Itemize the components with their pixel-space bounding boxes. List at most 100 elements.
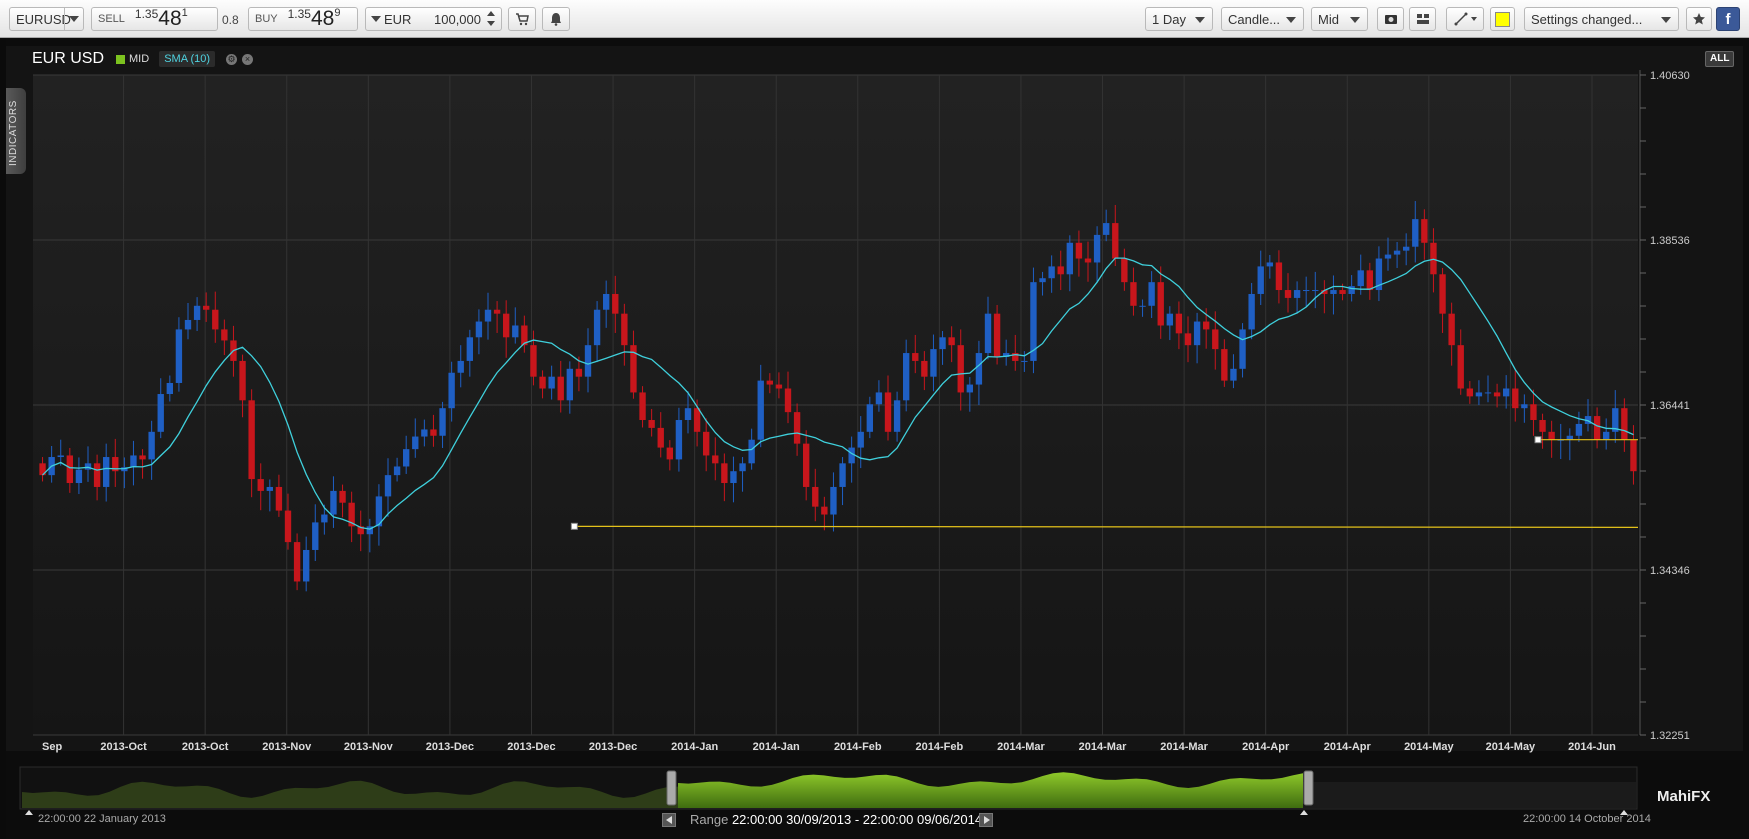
navigator-right-handle [1303, 770, 1314, 806]
candle-body [303, 549, 310, 582]
amount-stepper[interactable] [485, 10, 499, 28]
candle-body [948, 337, 955, 346]
candle-body [1184, 333, 1192, 346]
chevron-down-icon [1286, 17, 1296, 23]
candle-body [139, 455, 146, 460]
stepper-up-icon[interactable] [487, 11, 495, 16]
candle-body [830, 486, 837, 515]
color-picker-button[interactable] [1490, 7, 1515, 31]
price-type-select[interactable]: Mid [1311, 7, 1368, 31]
navigator-area-selected [678, 772, 1303, 808]
candle-body [503, 313, 510, 338]
close-icon[interactable]: × [242, 53, 254, 65]
range-next-button[interactable] [979, 813, 993, 827]
alert-button[interactable] [542, 7, 570, 31]
support-line-handle [570, 522, 578, 530]
candle-body [1566, 435, 1573, 440]
y-tick-label: 1.36441 [1650, 400, 1690, 412]
timeframe-select[interactable]: 1 Day [1145, 7, 1213, 31]
layout-button[interactable] [1409, 7, 1436, 31]
candle-body [693, 408, 701, 432]
candle-body [330, 490, 337, 515]
candle-body [1393, 250, 1401, 255]
candle-body [575, 368, 583, 377]
candle-body [175, 329, 183, 383]
cart-button[interactable] [508, 7, 536, 31]
favorite-button[interactable] [1686, 7, 1712, 31]
candle-body [675, 420, 683, 460]
candle-body [1003, 353, 1010, 357]
candle-body [1430, 242, 1437, 275]
candle-body [1293, 290, 1301, 298]
candle-body [657, 427, 664, 448]
sell-price-big: 48 [158, 7, 182, 30]
sma-indicator-label[interactable]: SMA (10) [159, 51, 216, 67]
candle-body [703, 431, 710, 456]
candle-body [893, 400, 901, 432]
range-value: 22:00:00 30/09/2013 - 22:00:00 09/06/201… [731, 812, 983, 827]
candle-body [1230, 368, 1237, 381]
candle-body [457, 360, 464, 373]
x-tick-label: 2014-Jan [753, 741, 800, 753]
x-tick-label: 2014-Apr [1324, 741, 1372, 753]
candle-body [275, 486, 283, 511]
candle-body [557, 376, 564, 401]
range-prefix: Range [690, 812, 729, 827]
sell-button[interactable]: SELL 1.35 48 1 [91, 7, 218, 31]
x-tick-label: 2014-Feb [916, 741, 964, 753]
range-navigator[interactable] [19, 766, 1638, 815]
candle-body [1193, 321, 1201, 346]
range-prev-button[interactable] [662, 813, 676, 827]
candle-body [412, 436, 419, 450]
navigator-left-handle [666, 770, 677, 806]
candle-body [1384, 254, 1392, 259]
candle-body [1248, 293, 1255, 330]
bell-icon [551, 13, 561, 26]
candle-body [366, 526, 373, 535]
candle-body [548, 376, 555, 389]
indicators-tab-label: INDICATORS [8, 100, 19, 166]
candle-body [1521, 404, 1528, 409]
candle-body [339, 490, 346, 503]
spread-value: 0.8 [222, 13, 239, 27]
line-tool-icon [1454, 12, 1467, 26]
symbol-dropdown-button[interactable] [64, 8, 83, 30]
candle-body [639, 392, 646, 421]
candle-body [1157, 282, 1164, 326]
navigator-end-marker [1620, 810, 1628, 815]
settings-select[interactable]: Settings changed... [1524, 7, 1679, 31]
candle-body [212, 309, 219, 330]
x-tick-label: 2013-Dec [507, 741, 555, 753]
candle-body [1575, 423, 1583, 436]
horizontal-lines[interactable] [570, 436, 1639, 530]
gear-icon[interactable]: ⚙ [226, 53, 238, 65]
star-icon [1693, 13, 1705, 25]
candle-body [103, 457, 110, 487]
candle-body [93, 463, 101, 487]
amount-field[interactable]: EUR 100,000 [365, 7, 502, 31]
candle-body [430, 429, 437, 436]
x-tick-label: 2014-May [1404, 741, 1454, 753]
snapshot-button[interactable] [1377, 7, 1404, 31]
candle-body [112, 457, 119, 472]
candle-body [75, 469, 83, 484]
all-range-button[interactable]: ALL [1705, 51, 1735, 67]
candle-body [993, 313, 1001, 357]
facebook-button[interactable]: f [1716, 7, 1740, 31]
timeframe-label: 1 Day [1152, 11, 1186, 27]
stepper-down-icon[interactable] [487, 21, 495, 26]
candle-body [757, 380, 764, 440]
x-tick-label: 2013-Nov [344, 741, 394, 753]
candle-body [193, 305, 201, 320]
candle-body [848, 447, 855, 464]
indicators-tab[interactable]: INDICATORS [6, 88, 26, 174]
drawing-tool-button[interactable] [1446, 7, 1484, 31]
buy-button[interactable]: BUY 1.35 48 9 [248, 7, 358, 31]
candle-body [393, 466, 401, 476]
x-tick-label: 2014-Mar [997, 741, 1045, 753]
y-tick-label: 1.40630 [1650, 70, 1690, 82]
chart-type-select[interactable]: Candle... [1221, 7, 1304, 31]
y-tick-label: 1.38536 [1650, 235, 1690, 247]
symbol-select[interactable]: EURUSD [9, 7, 84, 31]
